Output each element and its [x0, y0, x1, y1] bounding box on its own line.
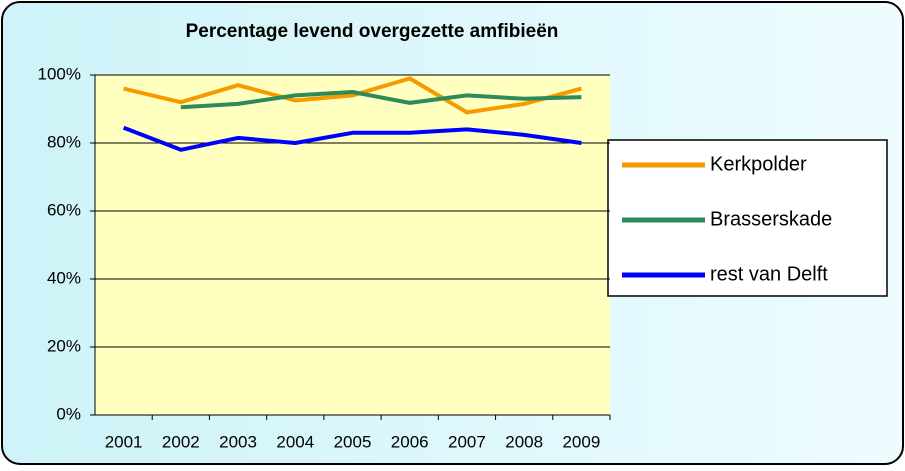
- x-tick-label: 2008: [505, 432, 543, 451]
- y-tick-label: 100%: [38, 64, 81, 83]
- series-line: [123, 76, 582, 115]
- y-tick-label: 80%: [47, 132, 81, 151]
- x-tick-label: 2003: [219, 432, 257, 451]
- y-tick-label: 60%: [47, 200, 81, 219]
- x-tick-label: 2006: [391, 432, 429, 451]
- legend-label: Brasserskade: [710, 208, 832, 230]
- x-tick-label: 2009: [562, 432, 600, 451]
- x-tick-label: 2002: [162, 432, 200, 451]
- y-tick-label: 40%: [47, 268, 81, 287]
- y-tick-label: 20%: [47, 336, 81, 355]
- x-tick-label: 2007: [448, 432, 486, 451]
- legend-label: rest van Delft: [710, 263, 828, 285]
- x-tick-label: 2001: [105, 432, 143, 451]
- series-line: [180, 90, 582, 110]
- series-line: [122, 125, 582, 152]
- plot-area: [95, 75, 610, 415]
- legend-label: Kerkpolder: [710, 153, 807, 175]
- x-tick-label: 2005: [334, 432, 372, 451]
- y-tick-label: 0%: [56, 404, 81, 423]
- chart-title: Percentage levend overgezette amfibieën: [186, 21, 559, 42]
- x-tick-label: 2004: [276, 432, 314, 451]
